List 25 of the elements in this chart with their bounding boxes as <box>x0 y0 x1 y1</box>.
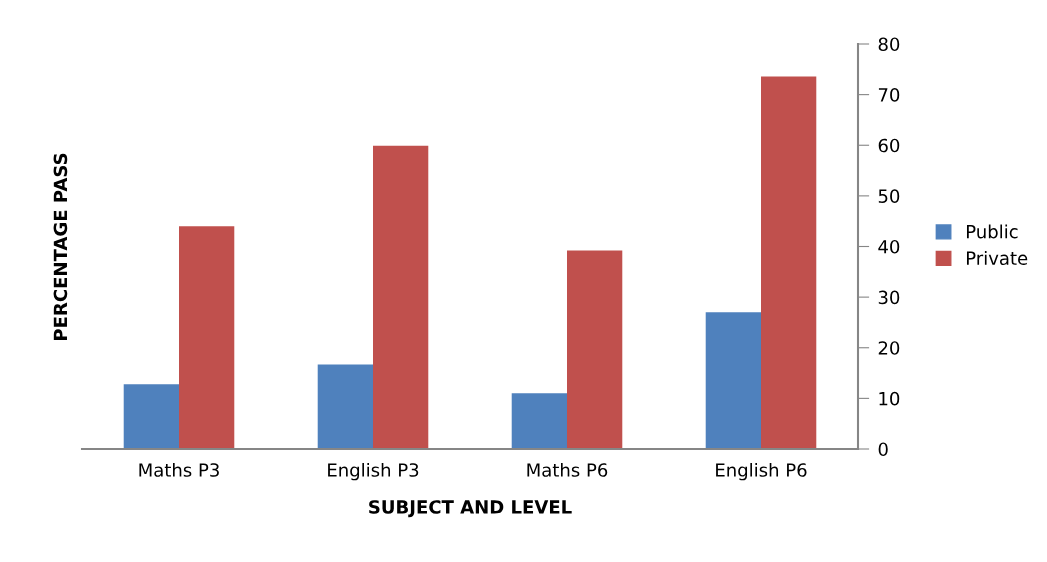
x-axis-title: SUBJECT AND LEVEL <box>369 500 572 518</box>
y-tick-label: 20 <box>878 341 900 355</box>
y-tick-label: 0 <box>878 442 888 457</box>
y-tick-label: 40 <box>878 239 900 254</box>
bar <box>567 250 623 449</box>
y-tick-label: 70 <box>878 88 900 102</box>
x-tick-label: Maths P3 <box>139 462 219 477</box>
x-tick-label: English P3 <box>328 462 419 481</box>
y-tick-label: 10 <box>879 391 900 406</box>
y-axis-title: PERCENTAGE PASS <box>53 153 68 340</box>
x-tick-label: English P6 <box>716 462 807 481</box>
legend-label: Private <box>966 251 1028 265</box>
bar <box>179 226 235 449</box>
y-tick-label: 50 <box>878 189 900 203</box>
y-tick-label: 80 <box>878 37 900 52</box>
bar <box>317 364 373 449</box>
bar <box>373 145 429 449</box>
bar <box>761 76 817 449</box>
bar <box>705 312 761 449</box>
bar <box>511 393 567 449</box>
y-tick-label: 60 <box>878 138 900 153</box>
x-tick-label: Maths P6 <box>527 462 608 477</box>
bar <box>123 384 179 449</box>
y-tick-label: 30 <box>878 290 900 305</box>
legend-label: Public <box>966 224 1018 239</box>
